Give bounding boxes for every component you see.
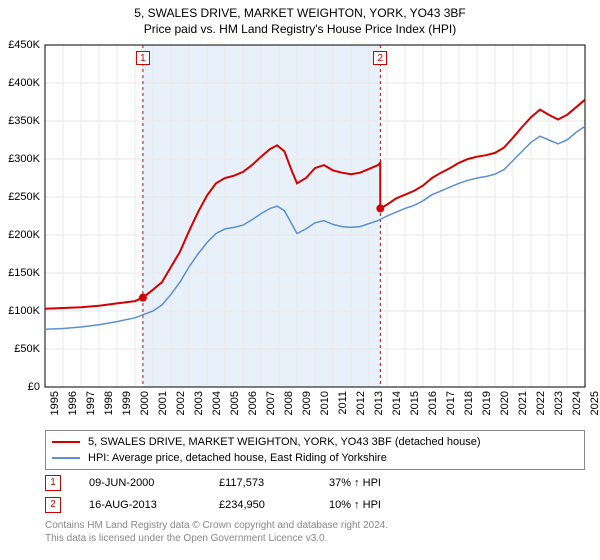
chart-title: 5, SWALES DRIVE, MARKET WEIGHTON, YORK, …: [0, 0, 600, 20]
sales-table: 1 09-JUN-2000 £117,573 37% ↑ HPI 2 16-AU…: [45, 472, 585, 516]
xtick-label: 2021: [517, 391, 529, 415]
legend-swatch-hpi: [52, 457, 80, 459]
xtick-label: 2007: [265, 391, 277, 415]
sale-marker-badge: 1: [45, 475, 61, 491]
xtick-label: 2023: [553, 391, 565, 415]
xtick-label: 1998: [103, 391, 115, 415]
sale-date: 09-JUN-2000: [89, 477, 219, 489]
ytick-label: £0: [28, 381, 40, 393]
xtick-label: 2012: [355, 391, 367, 415]
legend-row-hpi: HPI: Average price, detached house, East…: [52, 450, 578, 466]
xtick-label: 2018: [463, 391, 475, 415]
xtick-label: 2004: [211, 391, 223, 415]
ytick-label: £350K: [8, 115, 40, 127]
xtick-label: 2001: [157, 391, 169, 415]
xtick-label: 1995: [49, 391, 61, 415]
ytick-label: £200K: [8, 229, 40, 241]
xtick-label: 2013: [373, 391, 385, 415]
xtick-label: 2020: [499, 391, 511, 415]
sale-price: £117,573: [219, 477, 329, 489]
footer-line2: This data is licensed under the Open Gov…: [45, 533, 585, 546]
ytick-label: £150K: [8, 267, 40, 279]
sale-pct: 10% ↑ HPI: [329, 499, 409, 511]
xtick-label: 2015: [409, 391, 421, 415]
xtick-label: 2025: [589, 391, 600, 415]
xtick-label: 2010: [319, 391, 331, 415]
sale-date: 16-AUG-2013: [89, 499, 219, 511]
legend-label-hpi: HPI: Average price, detached house, East…: [88, 452, 387, 464]
sale-marker-badge: 2: [45, 497, 61, 513]
xtick-label: 2022: [535, 391, 547, 415]
plot-area: [45, 45, 585, 387]
xtick-label: 1999: [121, 391, 133, 415]
xtick-label: 2000: [139, 391, 151, 415]
ytick-label: £400K: [8, 77, 40, 89]
sale-row: 2 16-AUG-2013 £234,950 10% ↑ HPI: [45, 494, 585, 516]
legend-row-property: 5, SWALES DRIVE, MARKET WEIGHTON, YORK, …: [52, 434, 578, 450]
legend-swatch-property: [52, 441, 80, 443]
sale-pct: 37% ↑ HPI: [329, 477, 409, 489]
xtick-label: 2017: [445, 391, 457, 415]
xtick-label: 2002: [175, 391, 187, 415]
ytick-label: £50K: [14, 343, 40, 355]
footer-line1: Contains HM Land Registry data © Crown c…: [45, 520, 585, 533]
chart-subtitle: Price paid vs. HM Land Registry's House …: [0, 20, 600, 36]
footer: Contains HM Land Registry data © Crown c…: [45, 520, 585, 545]
chart-svg: [45, 45, 585, 387]
ytick-label: £250K: [8, 191, 40, 203]
ytick-label: £300K: [8, 153, 40, 165]
xtick-label: 2016: [427, 391, 439, 415]
xtick-label: 2003: [193, 391, 205, 415]
xtick-label: 1996: [67, 391, 79, 415]
plot-marker-badge: 1: [136, 51, 150, 65]
xtick-label: 1997: [85, 391, 97, 415]
legend-label-property: 5, SWALES DRIVE, MARKET WEIGHTON, YORK, …: [88, 436, 480, 448]
sale-row: 1 09-JUN-2000 £117,573 37% ↑ HPI: [45, 472, 585, 494]
plot-marker-badge: 2: [373, 51, 387, 65]
legend: 5, SWALES DRIVE, MARKET WEIGHTON, YORK, …: [45, 430, 585, 470]
xtick-label: 2024: [571, 391, 583, 415]
ytick-label: £100K: [8, 305, 40, 317]
xtick-label: 2009: [301, 391, 313, 415]
xtick-label: 2019: [481, 391, 493, 415]
xtick-label: 2005: [229, 391, 241, 415]
xtick-label: 2011: [337, 391, 349, 415]
xtick-label: 2008: [283, 391, 295, 415]
ytick-label: £450K: [8, 39, 40, 51]
xtick-label: 2014: [391, 391, 403, 415]
sale-price: £234,950: [219, 499, 329, 511]
xtick-label: 2006: [247, 391, 259, 415]
